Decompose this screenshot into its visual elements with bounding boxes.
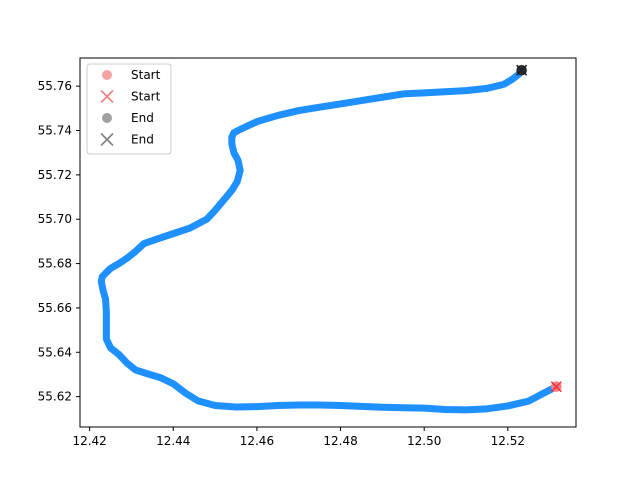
end-x-marker-stroke-b xyxy=(516,64,528,76)
y-axis: 55.62 55.64 55.66 55.68 55.70 55.72 55.74 55.76 xyxy=(38,79,80,404)
start-x-marker-stroke-b xyxy=(550,381,562,393)
y-tick-label: 55.66 xyxy=(38,301,72,315)
axes-frame xyxy=(79,57,577,428)
y-tick-label: 55.70 xyxy=(38,212,72,226)
y-tick-label: 55.74 xyxy=(38,124,72,138)
y-tick-label: 55.64 xyxy=(38,345,72,359)
x-tick-label: 12.44 xyxy=(156,434,190,448)
legend-start-x-marker xyxy=(100,89,114,104)
y-tick-label: 55.68 xyxy=(38,257,72,271)
legend-label: Start xyxy=(131,90,161,104)
legend-label: End xyxy=(131,111,154,125)
y-tick-label: 55.62 xyxy=(38,390,72,404)
x-tick-label: 12.48 xyxy=(323,434,357,448)
legend-start-circle-marker xyxy=(102,70,112,80)
legend: Start Start End End xyxy=(86,63,172,155)
plot-area xyxy=(97,64,562,414)
legend-box xyxy=(86,63,172,155)
x-tick-label: 12.50 xyxy=(407,434,441,448)
x-axis: 12.42 12.44 12.46 12.48 12.50 12.52 xyxy=(72,427,525,448)
x-tick-label: 12.52 xyxy=(491,434,525,448)
x-tick-label: 12.42 xyxy=(72,434,106,448)
legend-end-circle-marker xyxy=(102,113,112,123)
legend-end-x-marker-stroke-b xyxy=(100,132,114,147)
y-tick-label: 55.76 xyxy=(38,79,72,93)
x-tick-label: 12.46 xyxy=(240,434,274,448)
series-line-0 xyxy=(97,66,560,414)
end-x-marker xyxy=(516,64,528,76)
legend-label: End xyxy=(131,133,154,147)
legend-start-x-marker-stroke-b xyxy=(100,89,114,104)
y-tick-label: 55.72 xyxy=(38,168,72,182)
legend-label: Start xyxy=(131,68,161,82)
legend-end-x-marker xyxy=(100,132,114,147)
start-x-marker xyxy=(550,381,562,393)
